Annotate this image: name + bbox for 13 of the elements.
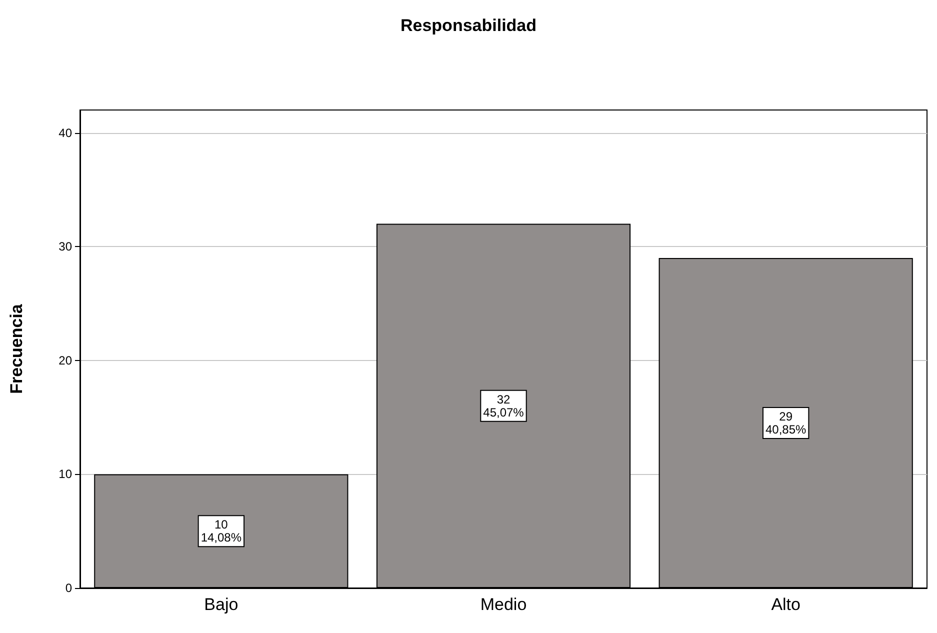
chart-title: Responsabilidad — [400, 16, 537, 35]
y-tick-label: 30 — [58, 240, 72, 254]
x-tick-label: Alto — [771, 595, 800, 614]
y-tick-label: 10 — [58, 467, 72, 482]
data-label: 10 14,08% — [200, 518, 242, 545]
x-tick-label: Medio — [480, 595, 527, 614]
y-tick-label: 40 — [58, 126, 72, 140]
data-label: 32 45,07% — [483, 392, 524, 420]
x-tick-label: Bajo — [204, 595, 238, 614]
y-tick-label: 0 — [65, 581, 72, 595]
data-label: 29 40,85% — [765, 409, 807, 436]
y-tick-label: 20 — [58, 353, 72, 368]
y-axis-title: Frecuencia — [7, 304, 26, 394]
